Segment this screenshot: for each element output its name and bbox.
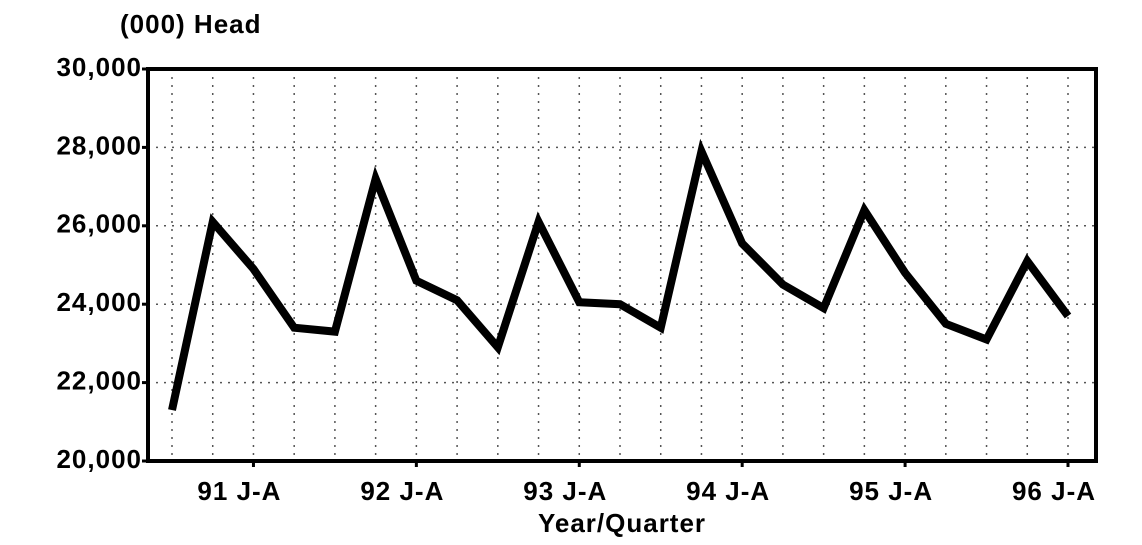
y-tick-label: 20,000 (56, 444, 142, 474)
x-tick-label: 92 J-A (360, 476, 444, 506)
y-tick-label: 26,000 (56, 209, 142, 239)
series-line (168, 138, 1072, 411)
x-tick-label: 94 J-A (686, 476, 770, 506)
x-tick-label: 93 J-A (523, 476, 607, 506)
x-axis-title: Year/Quarter (538, 508, 706, 538)
y-tick-label: 28,000 (56, 130, 142, 160)
x-tick-label: 95 J-A (849, 476, 933, 506)
x-tick-label: 96 J-A (1012, 476, 1096, 506)
y-tick-label: 24,000 (56, 287, 142, 317)
y-tick-label: 22,000 (56, 365, 142, 395)
y-axis-title: (000) Head (120, 9, 262, 39)
x-tick-label: 91 J-A (197, 476, 281, 506)
plot-frame (146, 67, 1098, 463)
y-tick-label: 30,000 (56, 52, 142, 82)
